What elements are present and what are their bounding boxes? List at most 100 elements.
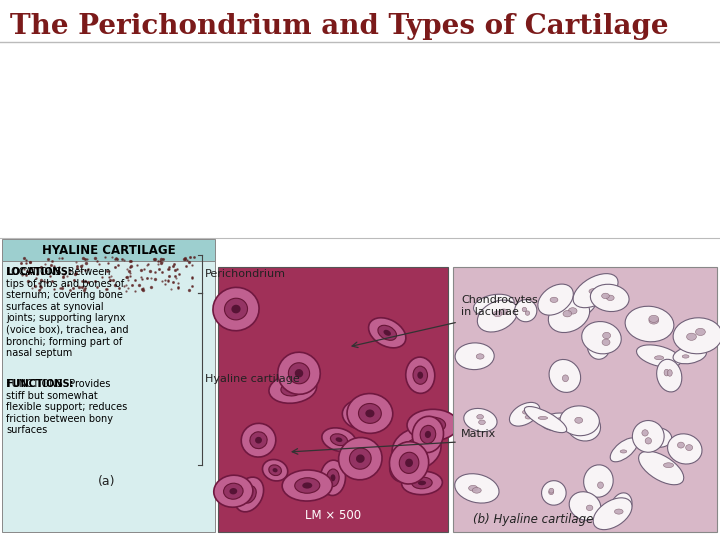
Ellipse shape (55, 361, 66, 373)
Ellipse shape (158, 380, 174, 387)
Ellipse shape (158, 451, 160, 454)
Ellipse shape (455, 474, 499, 503)
Ellipse shape (278, 352, 320, 394)
Ellipse shape (106, 383, 122, 389)
Ellipse shape (38, 354, 41, 357)
Ellipse shape (667, 434, 702, 464)
Ellipse shape (81, 443, 92, 456)
Ellipse shape (603, 332, 611, 339)
Ellipse shape (155, 374, 158, 377)
Ellipse shape (82, 391, 85, 394)
Ellipse shape (45, 403, 48, 406)
Ellipse shape (595, 292, 600, 295)
Ellipse shape (60, 386, 63, 388)
Text: The Perichondrium and Types of Cartilage: The Perichondrium and Types of Cartilage (10, 13, 669, 40)
Ellipse shape (171, 393, 185, 403)
Ellipse shape (455, 343, 494, 369)
Bar (2, 261, 215, 532)
Ellipse shape (406, 357, 435, 393)
Ellipse shape (27, 397, 42, 407)
Ellipse shape (176, 396, 180, 400)
Ellipse shape (231, 305, 240, 313)
Ellipse shape (560, 406, 599, 436)
Ellipse shape (122, 305, 125, 308)
Ellipse shape (549, 298, 590, 333)
Ellipse shape (91, 399, 107, 407)
Ellipse shape (69, 376, 73, 378)
Ellipse shape (160, 360, 163, 363)
Ellipse shape (94, 337, 106, 350)
Ellipse shape (620, 450, 626, 453)
Ellipse shape (649, 317, 659, 324)
Ellipse shape (549, 490, 554, 495)
Ellipse shape (625, 306, 674, 342)
Bar (18, 255, 196, 293)
Ellipse shape (554, 421, 561, 424)
Ellipse shape (111, 408, 115, 410)
Ellipse shape (464, 408, 497, 431)
Text: Chondrocytes
in lacunae: Chondrocytes in lacunae (461, 295, 538, 317)
Ellipse shape (618, 504, 623, 510)
Ellipse shape (157, 386, 174, 398)
Ellipse shape (576, 307, 585, 313)
Ellipse shape (359, 403, 382, 423)
Ellipse shape (418, 481, 426, 485)
Ellipse shape (602, 339, 610, 346)
Ellipse shape (150, 318, 155, 322)
Ellipse shape (45, 387, 57, 399)
Ellipse shape (390, 454, 416, 482)
Ellipse shape (84, 381, 87, 384)
Text: FUNCTIONS: Provides
stiff but somewhat
flexible support; reduces
friction betwee: FUNCTIONS: Provides stiff but somewhat f… (6, 379, 127, 435)
Ellipse shape (176, 377, 184, 391)
Ellipse shape (18, 389, 30, 395)
Ellipse shape (97, 401, 102, 404)
Ellipse shape (105, 405, 120, 412)
Ellipse shape (523, 410, 529, 414)
Ellipse shape (122, 411, 127, 415)
Ellipse shape (550, 297, 558, 302)
Text: LOCATIONS:: LOCATIONS: (6, 267, 72, 277)
Ellipse shape (32, 434, 35, 437)
Text: (a): (a) (98, 475, 116, 488)
Ellipse shape (225, 298, 248, 320)
Bar (18, 255, 196, 465)
Bar (2, 239, 215, 261)
Ellipse shape (526, 311, 530, 315)
Ellipse shape (330, 434, 348, 445)
Ellipse shape (83, 400, 88, 403)
Ellipse shape (657, 437, 663, 441)
Text: Matrix: Matrix (461, 429, 496, 439)
Ellipse shape (44, 303, 48, 305)
Ellipse shape (179, 345, 188, 354)
Ellipse shape (352, 407, 371, 422)
Ellipse shape (49, 391, 53, 395)
Ellipse shape (52, 339, 55, 341)
Ellipse shape (136, 327, 140, 329)
Ellipse shape (165, 453, 169, 456)
Ellipse shape (48, 335, 60, 345)
Ellipse shape (632, 421, 664, 452)
Ellipse shape (685, 444, 693, 450)
Ellipse shape (687, 333, 696, 340)
Ellipse shape (181, 369, 194, 376)
Ellipse shape (184, 435, 193, 447)
Ellipse shape (111, 429, 120, 437)
Text: Hyaline cartilage: Hyaline cartilage (205, 374, 300, 384)
Ellipse shape (420, 417, 446, 433)
Ellipse shape (428, 422, 438, 428)
Ellipse shape (53, 401, 57, 404)
Ellipse shape (425, 431, 431, 438)
Ellipse shape (130, 379, 140, 389)
Ellipse shape (602, 293, 609, 299)
Ellipse shape (396, 461, 409, 475)
Ellipse shape (115, 405, 118, 409)
Ellipse shape (50, 399, 61, 407)
Ellipse shape (575, 307, 585, 312)
Ellipse shape (58, 300, 71, 307)
Ellipse shape (163, 390, 168, 394)
Ellipse shape (477, 415, 484, 419)
Ellipse shape (50, 383, 68, 390)
Ellipse shape (115, 314, 120, 316)
Ellipse shape (294, 369, 303, 377)
Ellipse shape (397, 448, 424, 469)
